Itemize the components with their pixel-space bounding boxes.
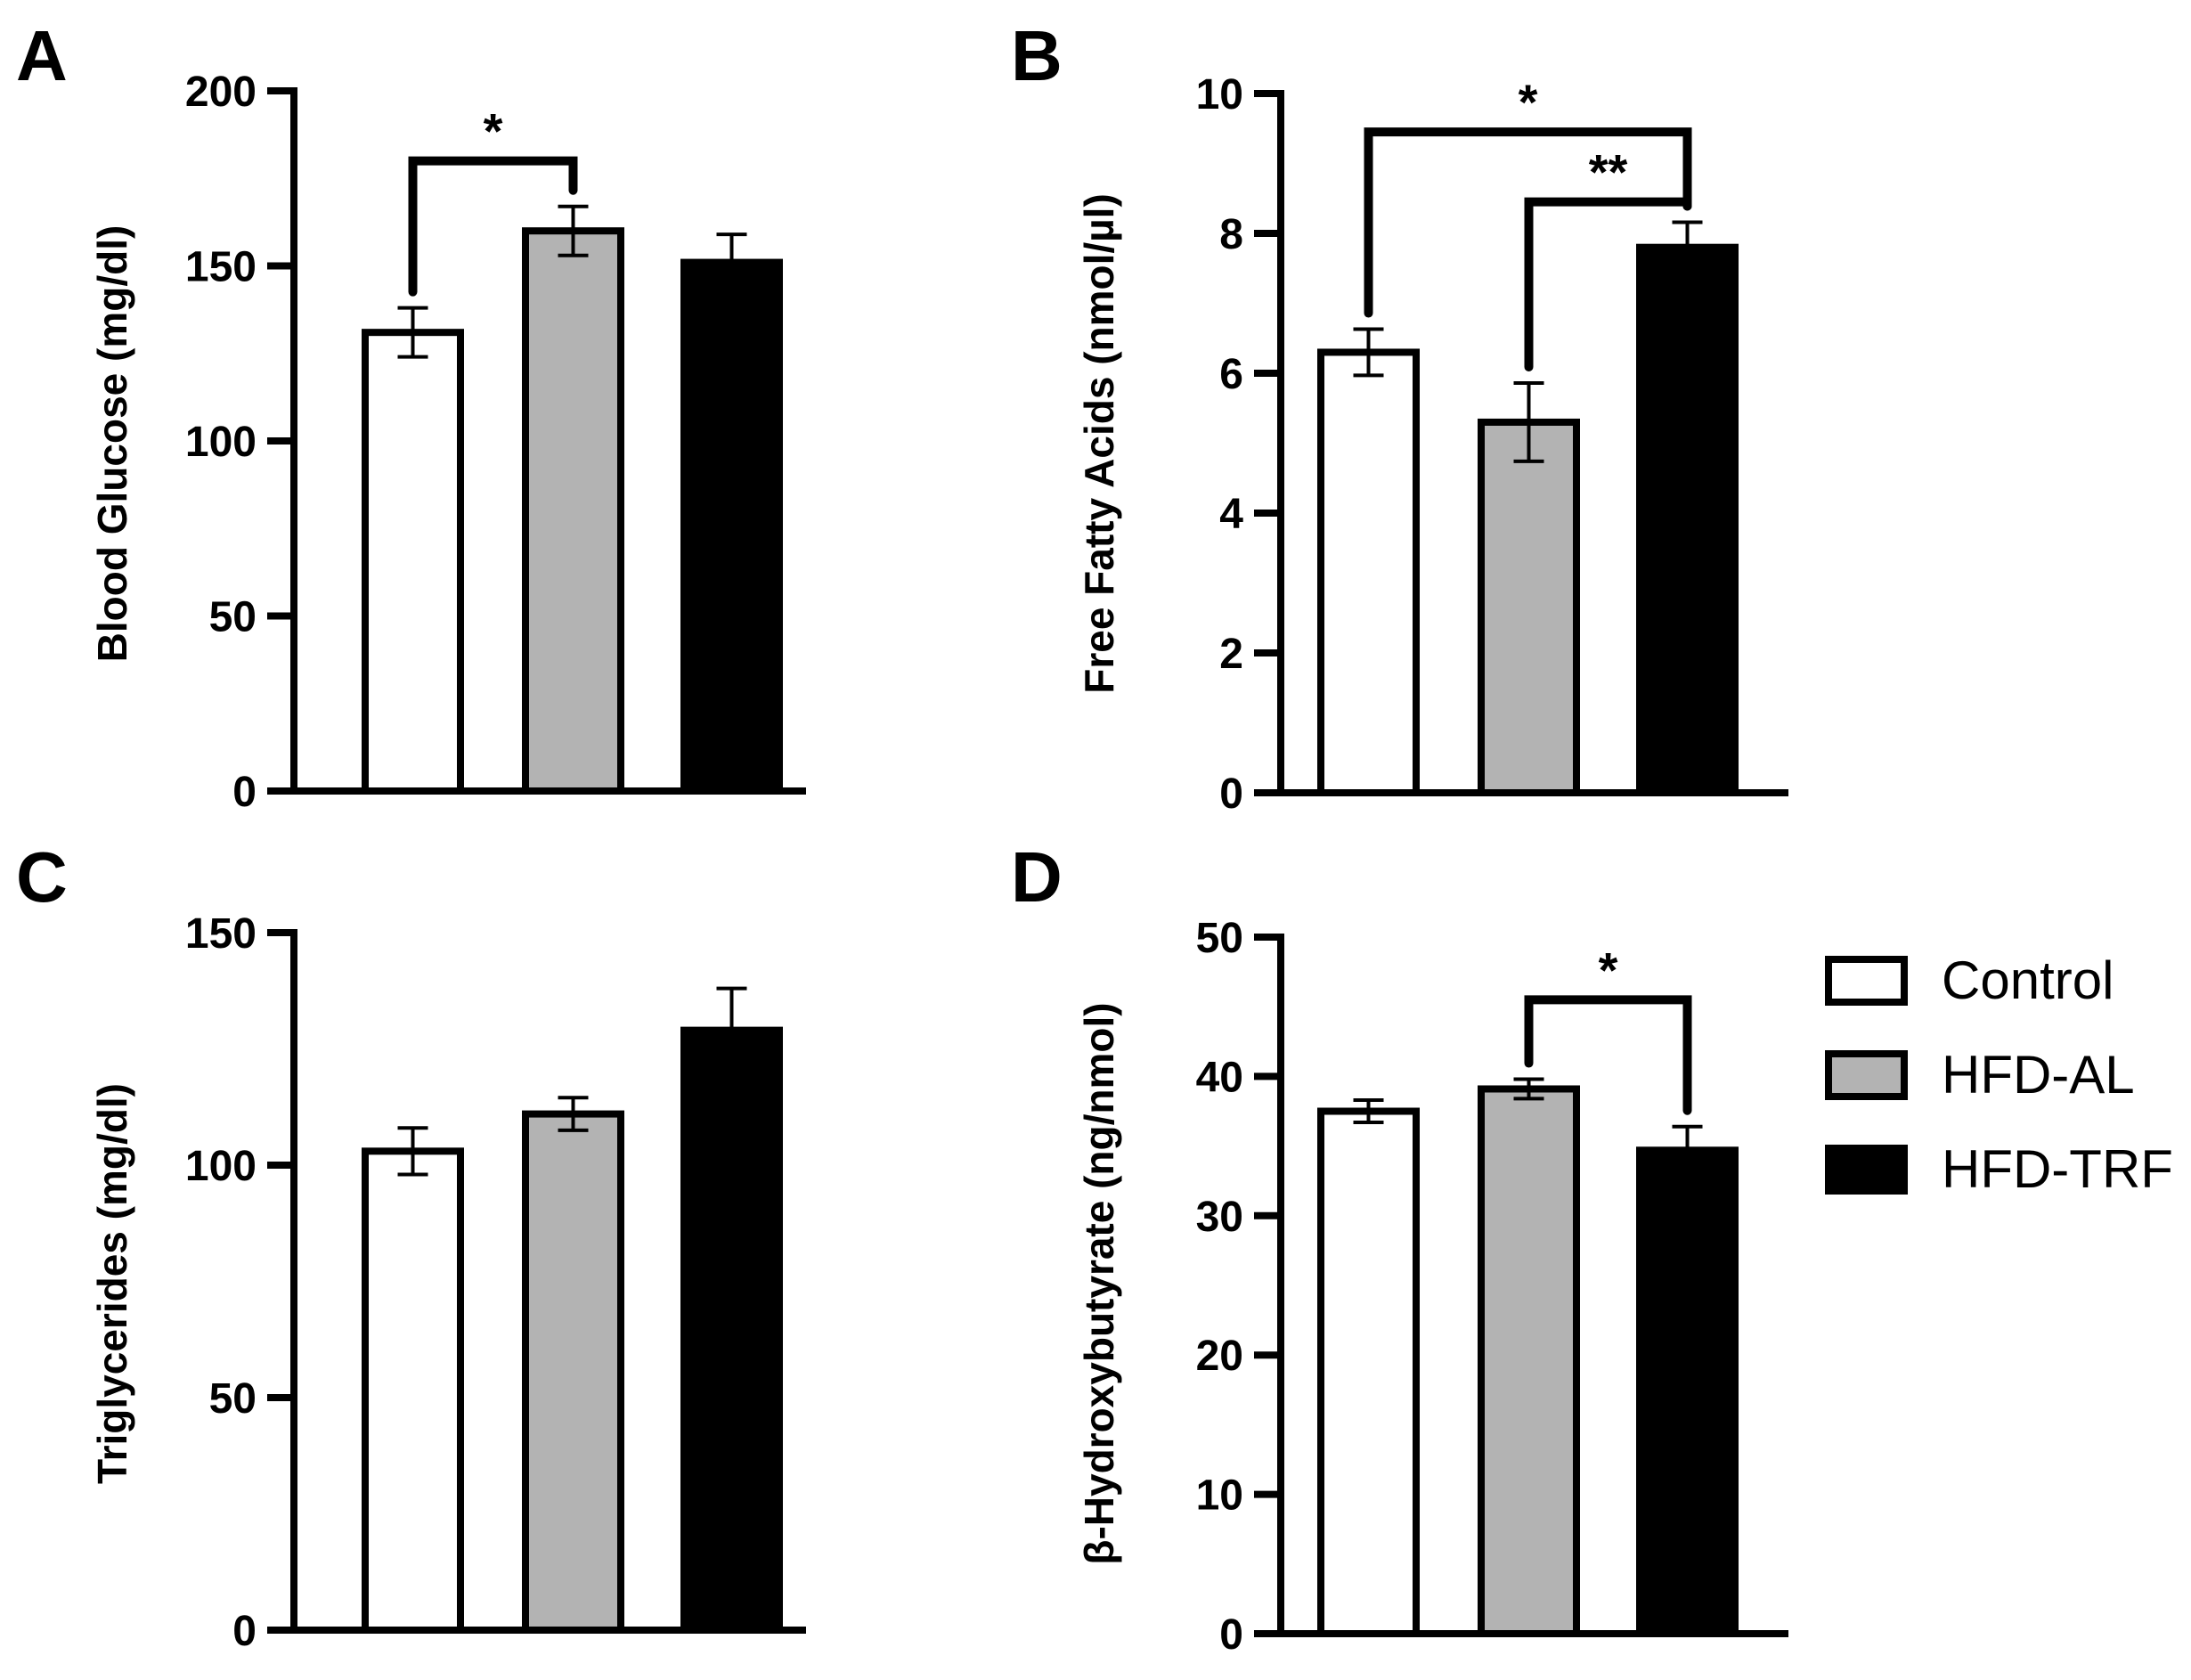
legend-label-hfd-trf: HFD-TRF [1942, 1139, 2173, 1199]
y-axis-label-b: Free Fatty Acids (nmol/µl) [1076, 193, 1122, 694]
panel-c: C Triglycerides (mg/dl) 0 50 100 150 [16, 837, 806, 1655]
y-tick-label-a: 100 [185, 419, 257, 466]
panel-d: D β-Hydroxybutyrate (ng/nmol) 0 10 20 30 40 5… [1011, 837, 1788, 1659]
legend-swatch-hfd-al [1825, 1050, 1908, 1100]
y-tick-label-b: 2 [1219, 631, 1243, 678]
legend-label-control: Control [1942, 950, 2114, 1010]
y-tick-label-b: 8 [1219, 211, 1243, 258]
bar-control-a [362, 329, 464, 795]
y-axis-label-a: Blood Glucose (mg/dl) [89, 225, 135, 663]
y-tick-label-b: 4 [1219, 491, 1243, 538]
significance-bracket-a [408, 156, 578, 297]
bar-hfd-al-b [1478, 418, 1580, 796]
bar-hfd-al-a [522, 227, 624, 795]
panel-letter-b: B [1011, 16, 1063, 95]
bar-hfd-al-c [522, 1110, 624, 1634]
y-tick-label-a: 50 [209, 594, 257, 641]
bar-hfd-trf-d [1636, 1146, 1739, 1637]
bar-control-c [362, 1147, 464, 1634]
significance-label-b: * [1519, 74, 1538, 130]
bar-hfd-trf-c [680, 1026, 783, 1634]
significance-bracket-b [1524, 197, 1692, 371]
y-tick-label-b: 10 [1196, 71, 1243, 118]
bar-hfd-trf-b [1636, 243, 1739, 796]
bar-control-d [1317, 1107, 1420, 1637]
y-tick-label-d: 30 [1196, 1194, 1243, 1241]
y-axis-label-d: β-Hydroxybutyrate (ng/nmol) [1076, 1002, 1122, 1564]
y-tick-label-a: 150 [185, 244, 257, 291]
y-tick-label-d: 10 [1196, 1472, 1243, 1520]
legend-swatch-hfd-trf [1825, 1145, 1908, 1195]
bar-control-b [1317, 348, 1420, 796]
y-tick-label-c: 100 [185, 1143, 257, 1190]
panel-a: A Blood Glucose (mg/dl) 0 50 100 150 200 * [16, 16, 806, 816]
legend-item-control: Control [1825, 950, 2114, 1010]
legend-item-hfd-trf: HFD-TRF [1825, 1139, 2173, 1199]
legend-item-hfd-al: HFD-AL [1825, 1045, 2135, 1105]
y-tick-label-d: 0 [1219, 1611, 1243, 1659]
bar-hfd-trf-a [680, 258, 783, 795]
legend-label-hfd-al: HFD-AL [1942, 1045, 2135, 1105]
y-tick-label-b: 6 [1219, 351, 1243, 398]
y-tick-label-d: 50 [1196, 915, 1243, 962]
legend-swatch-control [1825, 956, 1908, 1006]
panel-letter-c: C [16, 837, 68, 917]
panel-letter-a: A [16, 16, 68, 95]
y-tick-label-b: 0 [1219, 771, 1243, 818]
significance-bracket-d [1524, 995, 1692, 1115]
y-tick-label-c: 0 [232, 1608, 257, 1655]
significance-bracket-b [1364, 127, 1692, 318]
y-tick-label-c: 50 [209, 1375, 257, 1423]
y-tick-label-c: 150 [185, 910, 257, 958]
y-tick-label-d: 40 [1196, 1054, 1243, 1101]
significance-label-b: ** [1589, 144, 1628, 200]
y-tick-label-d: 20 [1196, 1333, 1243, 1380]
significance-label-a: * [484, 103, 503, 159]
bar-hfd-al-d [1478, 1085, 1580, 1637]
legend: Control HFD-AL HFD-TRF [1825, 950, 2173, 1199]
significance-label-d: * [1599, 942, 1618, 998]
panel-letter-d: D [1011, 837, 1063, 917]
y-axis-label-c: Triglycerides (mg/dl) [89, 1083, 135, 1484]
y-tick-label-a: 0 [232, 769, 257, 816]
y-tick-label-a: 200 [185, 69, 257, 116]
